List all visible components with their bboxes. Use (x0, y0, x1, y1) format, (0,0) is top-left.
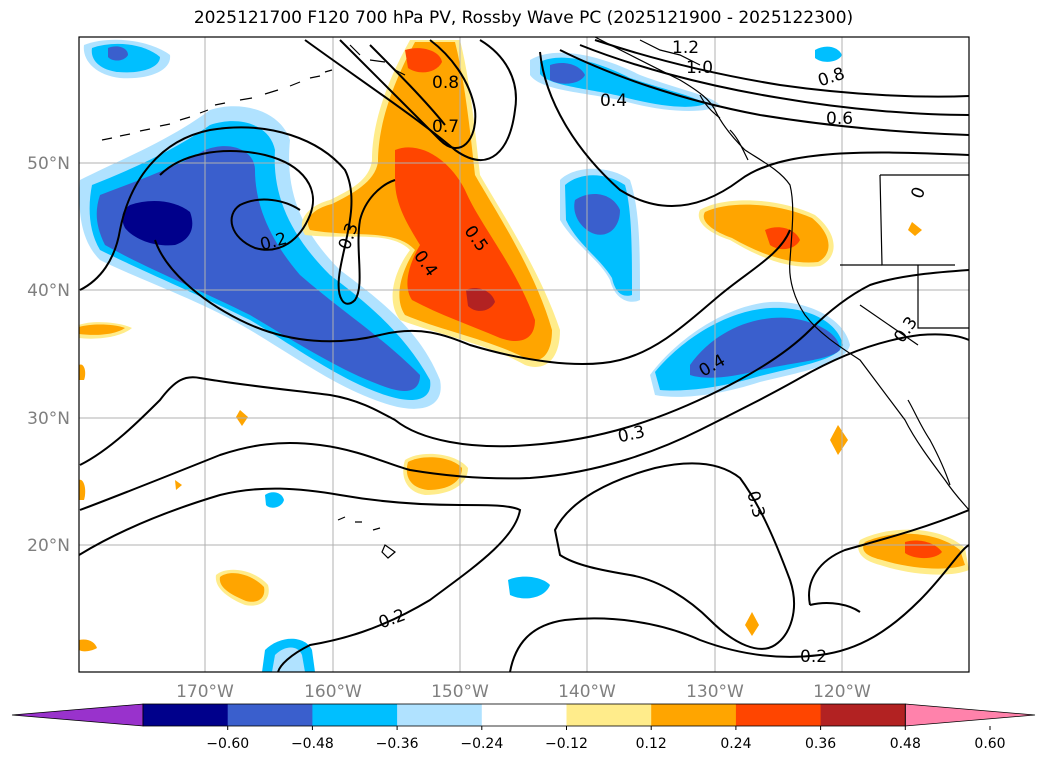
colorbar-tick-label: 0.24 (720, 736, 751, 752)
colorbar-segment (820, 704, 906, 726)
colorbar-segment (312, 704, 398, 726)
lon-label: 140°W (558, 682, 616, 702)
colorbar-segment (481, 704, 567, 726)
latitude-labels: 50°N 40°N 30°N 20°N (27, 154, 70, 556)
lon-label: 150°W (431, 682, 489, 702)
lat-label: 20°N (27, 536, 70, 556)
colorbar-segment (735, 704, 822, 726)
pv-contours (79, 39, 969, 672)
svg-text:0.4: 0.4 (600, 91, 627, 111)
lat-label: 30°N (27, 409, 70, 429)
lon-label: 160°W (304, 682, 362, 702)
pv-shading (79, 39, 969, 672)
longitude-labels: 170°W 160°W 150°W 140°W 130°W 120°W (176, 682, 871, 702)
lon-label: 130°W (686, 682, 744, 702)
lat-label: 40°N (27, 281, 70, 301)
colorbar-segment (11, 703, 144, 727)
map-frame (78, 36, 970, 673)
lat-label: 50°N (27, 154, 70, 174)
colorbar-tick-label: 0.60 (974, 736, 1005, 752)
colorbar-tick-label: 0.48 (890, 736, 921, 752)
svg-text:1.2: 1.2 (672, 38, 699, 58)
colorbar-segment (651, 704, 737, 726)
colorbar-frame (142, 703, 906, 727)
colorbar-segment (227, 704, 313, 726)
colorbar-segment (904, 703, 1036, 727)
colorbar-tick-label: −0.48 (291, 736, 334, 752)
map-title: 2025121700 F120 700 hPa PV, Rossby Wave … (193, 8, 854, 28)
svg-text:0.8: 0.8 (432, 73, 459, 93)
svg-text:1.0: 1.0 (686, 58, 713, 78)
svg-text:0.6: 0.6 (826, 109, 853, 129)
lon-label: 120°W (813, 682, 871, 702)
colorbar-tick-label: 0.36 (805, 736, 836, 752)
lon-label: 170°W (176, 682, 234, 702)
colorbar: −0.60 −0.48 −0.36 −0.24 −0.12 0.12 0.24 0.36 0.4… (11, 703, 1036, 752)
colorbar-tick-label: −0.60 (206, 736, 249, 752)
colorbar-tick-label: −0.12 (545, 736, 588, 752)
colorbar-segment (143, 704, 229, 726)
svg-text:0.7: 0.7 (432, 117, 459, 137)
colorbar-tick-label: 0.12 (636, 736, 667, 752)
map-area: 1.2 1.0 0.8 0.8 0.7 0.6 0.5 0.4 0.4 0.4 … (79, 37, 969, 672)
coastlines (101, 37, 969, 559)
colorbar-tick-label: −0.36 (376, 736, 419, 752)
colorbar-tick-label: −0.24 (460, 736, 503, 752)
svg-text:0.2: 0.2 (800, 647, 827, 667)
colorbar-segment (566, 704, 652, 726)
colorbar-segment (397, 704, 483, 726)
